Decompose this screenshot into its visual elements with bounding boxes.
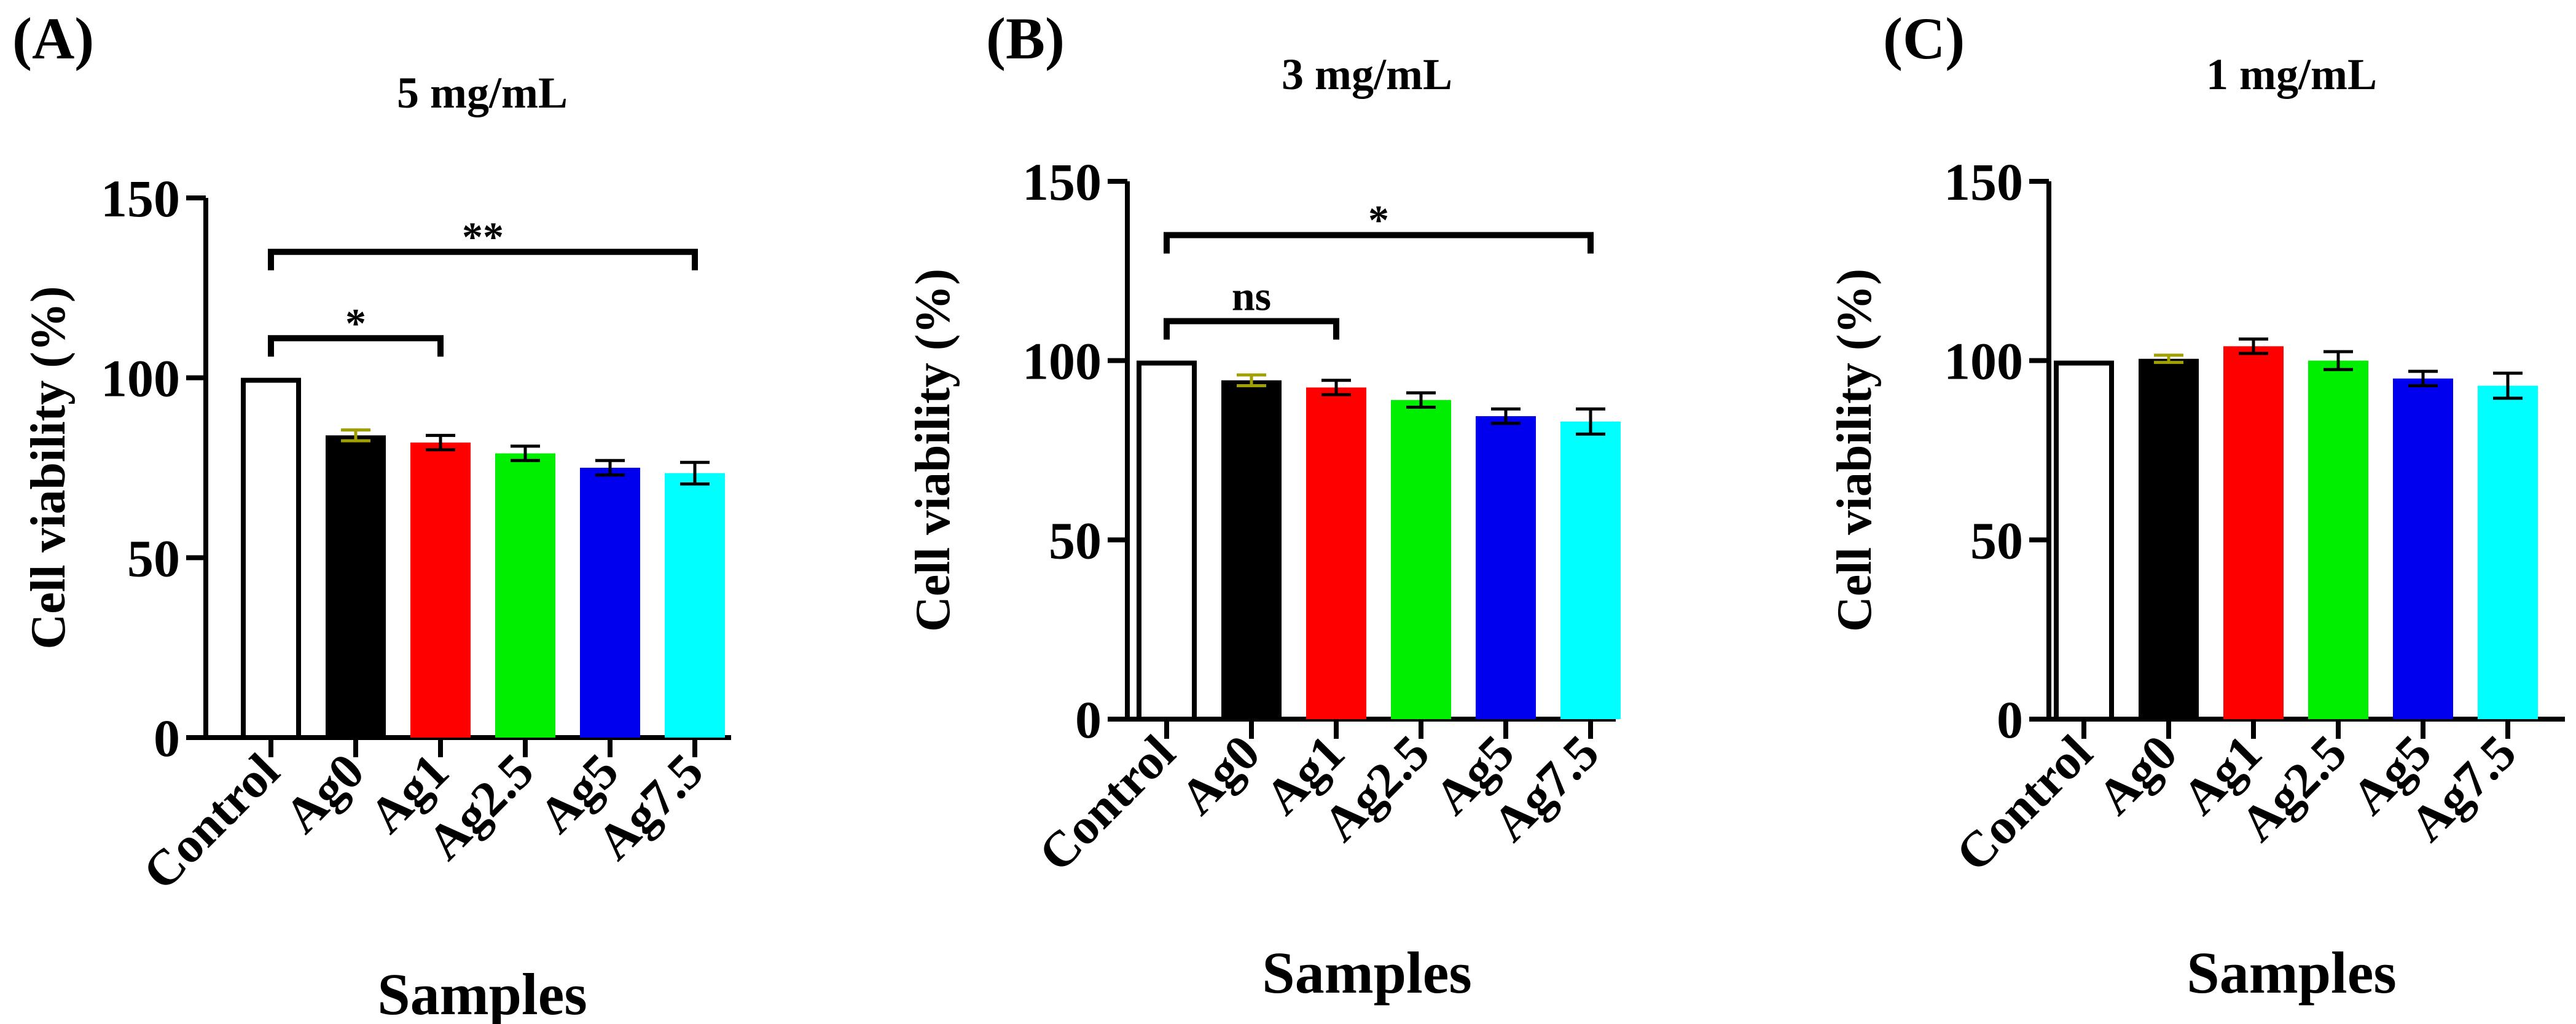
bar xyxy=(2393,378,2453,719)
significance-bracket xyxy=(268,248,698,270)
chart-title: 1 mg/mL xyxy=(2206,50,2377,99)
x-category-label: Ag0 xyxy=(1170,724,1270,825)
bar xyxy=(2139,358,2199,719)
x-category-label: Control xyxy=(1028,724,1186,882)
significance-label: * xyxy=(1368,197,1389,243)
bar xyxy=(580,468,640,738)
y-axis-label: Cell viability (%) xyxy=(906,269,960,632)
bar xyxy=(1560,421,1621,719)
y-tick-label: 0 xyxy=(1075,690,1102,749)
y-tick-label: 100 xyxy=(1944,332,2023,391)
bar xyxy=(2223,346,2284,719)
bar xyxy=(2054,360,2114,722)
y-tick-label: 150 xyxy=(1022,152,1102,211)
bar xyxy=(1221,380,1282,719)
x-axis-label: Samples xyxy=(377,961,587,1024)
panel-label: (B) xyxy=(986,6,1065,71)
chart-panel-c: (C) 1 mg/mL 0 50 100 150 Cell viability (%) Con… xyxy=(1828,6,2565,1006)
y-tick-label: 150 xyxy=(101,169,180,228)
chart-title: 3 mg/mL xyxy=(1282,50,1452,99)
bar xyxy=(410,443,471,738)
x-axis-label: Samples xyxy=(2186,940,2396,1006)
x-category-label: Control xyxy=(1945,724,2103,882)
x-category-label: Ag0 xyxy=(2087,724,2188,825)
panel-label: (A) xyxy=(12,6,94,71)
y-axis-label: Cell viability (%) xyxy=(1828,269,1882,632)
bar xyxy=(1306,387,1366,719)
significance-bracket xyxy=(1164,232,1594,254)
x-axis-label: Samples xyxy=(1262,940,1471,1006)
y-axis-label: Cell viability (%) xyxy=(22,286,76,649)
chart-panel-b: (B) 3 mg/mL 0 50 100 150 Cell viability (%) Con… xyxy=(906,6,1621,1006)
bar xyxy=(2478,385,2538,719)
y-tick-label: 50 xyxy=(127,529,180,588)
bar xyxy=(665,473,725,738)
y-tick-label: 100 xyxy=(101,349,180,408)
y-tick-label: 50 xyxy=(1049,511,1102,570)
significance-bracket xyxy=(268,335,444,357)
x-category-label: Ag0 xyxy=(274,742,375,843)
y-tick-label: 150 xyxy=(1944,152,2023,211)
bar xyxy=(1137,360,1197,722)
significance-bracket xyxy=(1164,318,1339,340)
bar xyxy=(2308,360,2368,719)
y-tick-label: 100 xyxy=(1022,332,1102,391)
chart-title: 5 mg/mL xyxy=(397,68,568,117)
bar xyxy=(326,435,386,738)
bar xyxy=(241,377,301,740)
bar xyxy=(1391,400,1451,719)
y-tick-label: 0 xyxy=(1997,690,2023,749)
significance-label: ** xyxy=(462,213,504,260)
significance-label: ns xyxy=(1232,273,1271,320)
bar xyxy=(1476,416,1536,719)
significance-label: * xyxy=(345,299,366,346)
bar xyxy=(495,453,555,738)
panel-label: (C) xyxy=(1883,6,1965,71)
y-tick-label: 0 xyxy=(154,709,180,768)
y-tick-label: 50 xyxy=(1970,511,2023,570)
